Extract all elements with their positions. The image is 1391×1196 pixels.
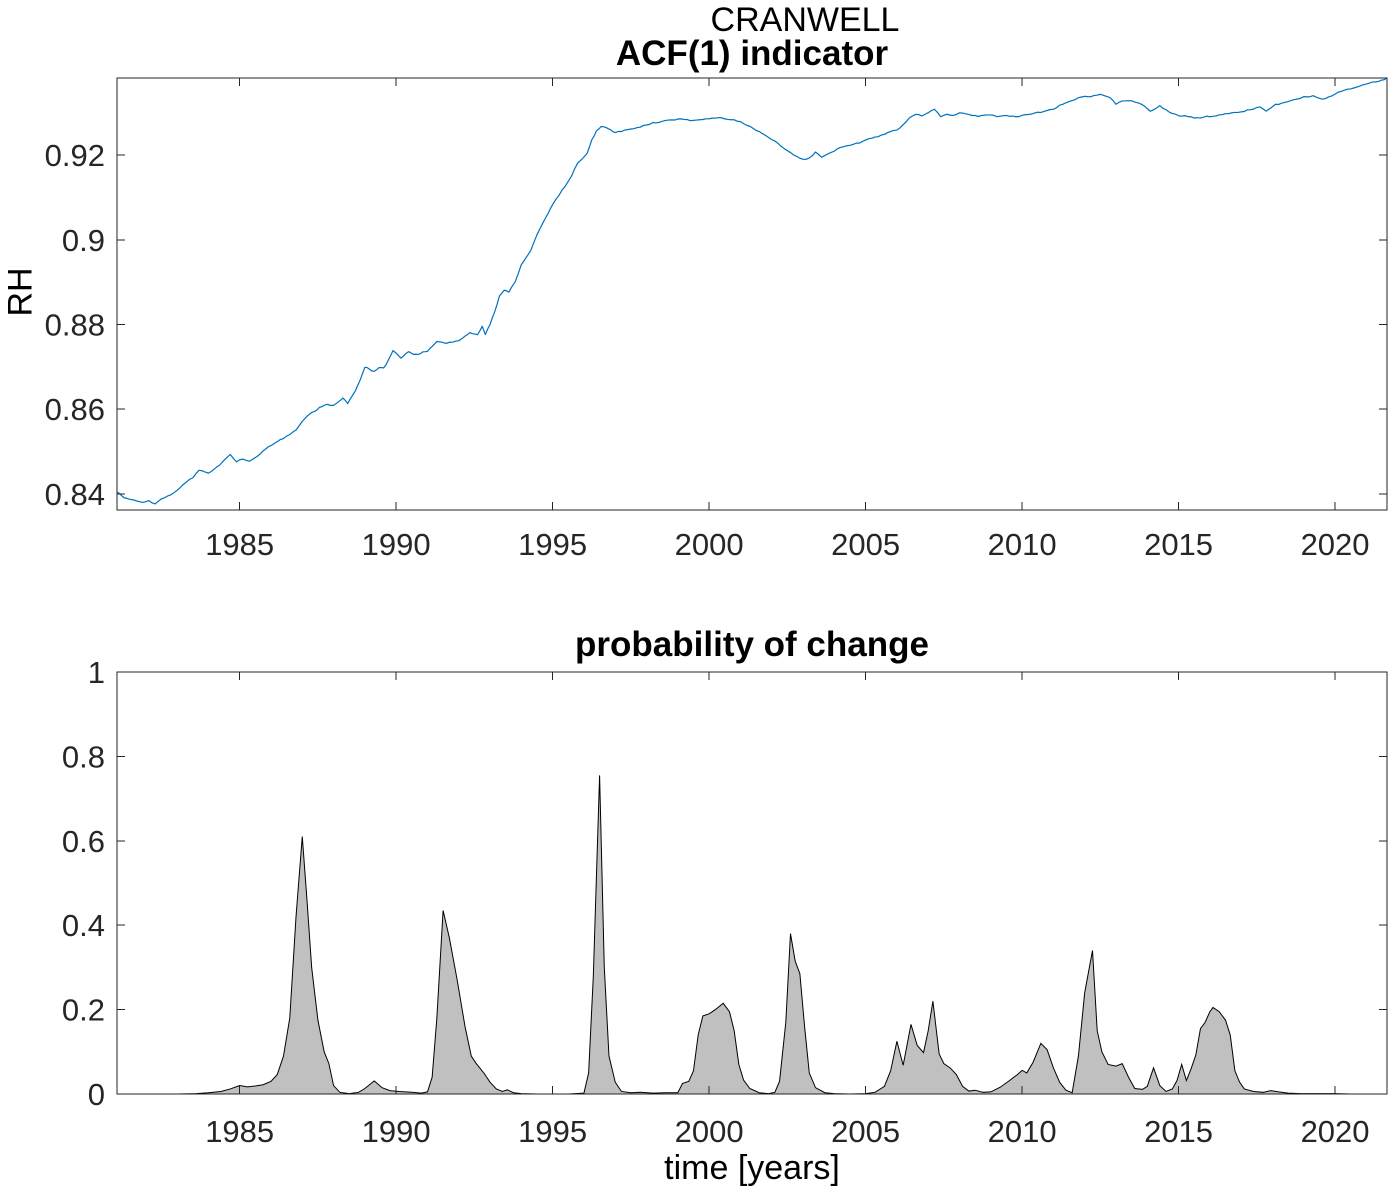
y-tick-label: 0.84 (45, 477, 105, 512)
y-tick-label: 0.4 (62, 908, 105, 943)
y-tick-label: 1 (88, 655, 105, 690)
rh-line-series (117, 77, 1388, 505)
x-tick-label: 2020 (1301, 1114, 1370, 1149)
x-tick-label: 2020 (1301, 527, 1370, 562)
figure-title: CRANWELL (710, 1, 900, 39)
x-tick-label: 2005 (831, 1114, 900, 1149)
x-tick-label: 1985 (205, 527, 274, 562)
x-tick-label: 1985 (205, 1114, 274, 1149)
axes-box (116, 671, 1388, 1095)
probability-chart-title: probability of change (575, 625, 929, 664)
probability-of-change-plot: 1985 1990 1995 2000 2005 2010 2015 2020 0 0.2 0.4 0… (62, 655, 1388, 1149)
rh-axis-label: RH (1, 267, 40, 317)
y-tick-label: 0.6 (62, 824, 105, 859)
x-tick-label: 2015 (1144, 527, 1213, 562)
x-tick-label: 2000 (675, 1114, 744, 1149)
time-axis-label: time [years] (664, 1149, 840, 1187)
y-tick-label: 0.88 (45, 307, 105, 342)
x-tick-label: 2010 (988, 1114, 1057, 1149)
y-tick-label: 0.8 (62, 739, 105, 774)
x-tick-label: 2000 (675, 527, 744, 562)
acf-chart-title: ACF(1) indicator (615, 34, 889, 73)
y-tick-label: 0.86 (45, 392, 105, 427)
acf-indicator-plot: 1985 1990 1995 2000 2005 2010 2015 2020 0.84 0.86… (45, 77, 1388, 562)
axes-box (116, 77, 1388, 511)
x-tick-label: 1995 (518, 1114, 587, 1149)
y-tick-label: 0.92 (45, 138, 105, 173)
x-tick-label: 2015 (1144, 1114, 1213, 1149)
x-tick-label: 2010 (988, 527, 1057, 562)
y-tick-label: 0.2 (62, 993, 105, 1028)
probability-area-series (117, 775, 1387, 1095)
y-tick-label: 0 (88, 1077, 105, 1112)
x-tick-label: 1990 (362, 1114, 431, 1149)
y-tick-label: 0.9 (62, 223, 105, 258)
x-tick-label: 1990 (362, 527, 431, 562)
x-tick-label: 2005 (831, 527, 900, 562)
x-tick-label: 1995 (518, 527, 587, 562)
